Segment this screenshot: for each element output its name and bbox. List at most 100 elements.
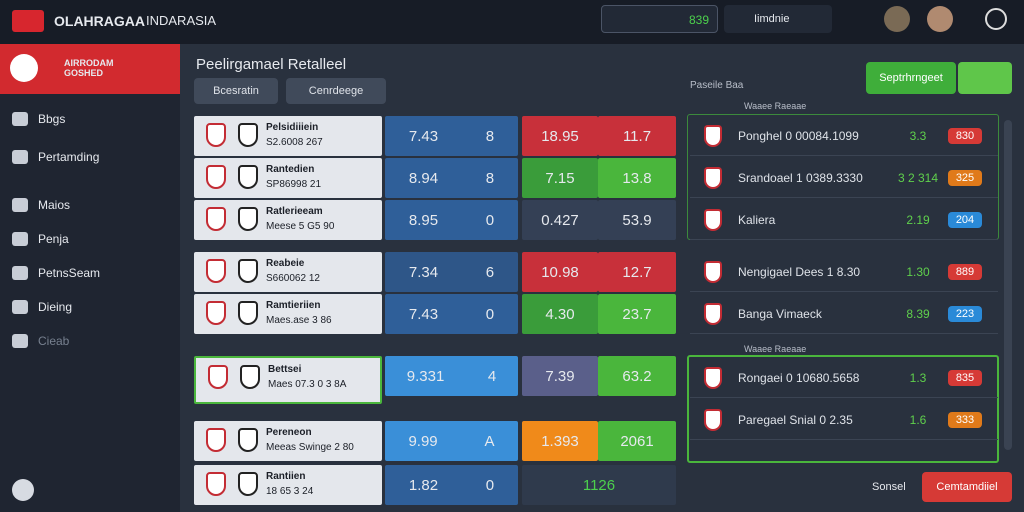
nav-label: Maios (38, 198, 71, 212)
match-card[interactable]: Pelsidiiiein S2.6008 267 (194, 116, 382, 156)
account[interactable]: Iimdnie (724, 5, 832, 33)
odd-button[interactable]: 23.7 (598, 294, 676, 334)
nav-item[interactable]: Pertamding (12, 144, 172, 170)
group-label: Waaee Raeaae (744, 344, 807, 354)
nav-item[interactable]: PetnsSeam (12, 260, 172, 286)
odd-button[interactable]: 13.8 (598, 158, 676, 198)
bet-row[interactable]: Ponghel 0 00084.1099 3.3 830 (690, 116, 998, 156)
filter[interactable]: Bcesratin (194, 78, 278, 104)
match-info: Meeas Swinge 2 80 (266, 442, 354, 453)
match-info: S660062 12 (266, 273, 320, 284)
match-card[interactable]: Ramtieriien Maes.ase 3 86 (194, 294, 382, 334)
nav-icon (12, 112, 28, 126)
bet-name: Ponghel 0 00084.1099 (738, 128, 859, 143)
avatar[interactable] (884, 6, 910, 32)
bet-row[interactable]: Rongaei 0 10680.5658 1.3 835 (690, 358, 998, 398)
match-info: SP86998 21 (266, 179, 322, 190)
odd-button[interactable]: 10.98 (522, 252, 598, 292)
odd-value: 0 (485, 211, 495, 229)
nav-icon (12, 150, 28, 164)
odds-main[interactable]: 7.43 0 (385, 294, 518, 334)
odds-main[interactable]: 9.99 A (385, 421, 518, 461)
odd-value: 8 (485, 127, 495, 145)
bet-row[interactable]: Srandoael 1 0389.3330 3 2 314 325 (690, 158, 998, 198)
odd-value: 7.43 (408, 305, 439, 323)
odd-button[interactable]: 1.393 (522, 421, 598, 461)
odd-button[interactable]: 2061 (598, 421, 676, 461)
odd-button[interactable]: 0.427 (522, 200, 598, 240)
nav-item[interactable]: Cieab (12, 328, 172, 354)
odd-button[interactable]: 12.7 (598, 252, 676, 292)
team-crest (206, 301, 226, 325)
toggle-button[interactable] (958, 62, 1012, 94)
nav-item[interactable]: Penja (12, 226, 172, 252)
odd-button[interactable]: 63.2 (598, 356, 676, 396)
header: OLAHRAGAA INDARASIA 839 Iimdnie (0, 0, 1024, 44)
team-crest (206, 428, 226, 452)
bet-badge: 204 (948, 211, 982, 228)
settings[interactable] (985, 8, 1007, 30)
odd-value: 9.331 (406, 367, 445, 385)
odd-value: 8.94 (408, 169, 439, 187)
nav-label: Dieing (38, 300, 73, 314)
avatar[interactable] (927, 6, 953, 32)
bet-row[interactable]: Banga Vimaeck 8.39 223 (690, 294, 998, 334)
nav-item[interactable]: Bbgs (12, 106, 172, 132)
odd-button[interactable]: 7.39 (522, 356, 598, 396)
bet-badge: 889 (948, 263, 982, 280)
bet-row[interactable]: Kaliera 2.19 204 (690, 200, 998, 240)
nav-item[interactable]: Maios (12, 192, 172, 218)
odd-button[interactable]: 18.95 (522, 116, 598, 156)
group-label: Waaee Raeaae (744, 101, 807, 111)
team-crest (240, 365, 260, 389)
match-info: S2.6008 267 (266, 137, 323, 148)
odd-value: A (484, 432, 495, 450)
bet-odd: 3.3 (909, 128, 927, 143)
bet-odd: 8.39 (906, 306, 930, 321)
promo[interactable]: AIRRODAM GOSHED (0, 44, 180, 94)
secondary-action[interactable]: Sonsel (872, 481, 906, 493)
odd-value: 8.95 (408, 211, 439, 229)
team-crest (206, 207, 226, 231)
odd-button[interactable]: 11.7 (598, 116, 676, 156)
team-crest (206, 259, 226, 283)
scrollbar[interactable] (1004, 120, 1012, 450)
bet-row[interactable]: Paregael Snial 0 2.35 1.6 333 (690, 400, 998, 440)
odds-main[interactable]: 1.82 0 (385, 465, 518, 505)
odds-main[interactable]: 8.95 0 (385, 200, 518, 240)
match-card[interactable]: Bettsei Maes 07.3 0 3 8A (194, 356, 382, 404)
filter[interactable]: Cenrdeege (286, 78, 386, 104)
bet-row[interactable]: Nengigael Dees 1 8.30 1.30 889 (690, 252, 998, 292)
odd-button[interactable]: 53.9 (598, 200, 676, 240)
odds-main[interactable]: 9.331 4 (385, 356, 518, 396)
match-card[interactable]: Ratlerieeam Meese 5 G5 90 (194, 200, 382, 240)
help[interactable] (12, 479, 34, 501)
team-name: Pelsidiiiein (266, 122, 319, 133)
odd-button[interactable]: 4.30 (522, 294, 598, 334)
bet-odd: 3 2 314 (897, 170, 939, 185)
odds-main[interactable]: 7.43 8 (385, 116, 518, 156)
match-card[interactable]: Rantedien SP86998 21 (194, 158, 382, 198)
primary-button[interactable]: Septrhrngeet (866, 62, 956, 94)
bet-badge: 835 (948, 369, 982, 386)
match-card[interactable]: Reabeie S660062 12 (194, 252, 382, 292)
team-crest (208, 365, 228, 389)
odd-button[interactable]: 7.15 (522, 158, 598, 198)
bet-odd: 1.30 (906, 264, 930, 279)
team-crest (238, 165, 258, 189)
logo[interactable] (12, 10, 44, 32)
primary-action[interactable]: Cemtamdiiel (922, 472, 1012, 502)
team-crest (704, 166, 722, 189)
match-card[interactable]: Rantiien 18 65 3 24 (194, 465, 382, 505)
nav-item[interactable]: Dieing (12, 294, 172, 320)
team-crest (704, 408, 722, 431)
panel-heading: Paseile Baa (690, 80, 744, 91)
nav-icon (12, 198, 28, 212)
match-info: 18 65 3 24 (266, 486, 314, 497)
search-box[interactable]: 839 (601, 5, 718, 33)
match-card[interactable]: Pereneon Meeas Swinge 2 80 (194, 421, 382, 461)
odds-main[interactable]: 8.94 8 (385, 158, 518, 198)
bet-name: Banga Vimaeck (738, 306, 822, 321)
odds-main[interactable]: 7.34 6 (385, 252, 518, 292)
odd-button[interactable]: 1126 (522, 465, 676, 505)
